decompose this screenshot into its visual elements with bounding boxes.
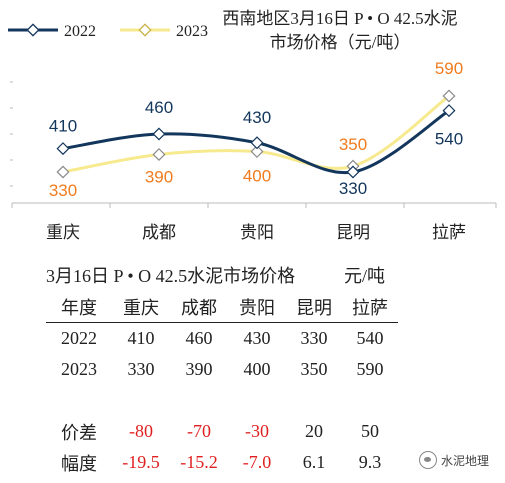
x-axis: 重庆 成都 贵阳 昆明 拉萨 (10, 81, 497, 242)
data-label-2023: 590 (435, 59, 463, 78)
table-spacer-row (46, 385, 398, 416)
x-tick-label: 贵阳 (240, 223, 274, 242)
table-unit: 元/吨 (344, 262, 385, 288)
pct-label: 幅度 (61, 453, 97, 474)
data-label-2022: 330 (339, 179, 367, 198)
data-point-2022 (250, 136, 264, 150)
table-row-pct: 幅度 -19.5 -15.2 -7.0 6.1 9.3 (46, 447, 398, 478)
wechat-icon (418, 451, 437, 469)
table-unit-text: 元/吨 (344, 266, 386, 286)
table-cell: 330 (300, 328, 328, 348)
price-line-chart: 2022 2023 西南地区3月16日 P • O 42.5水泥市场价格（元/吨）… (8, 9, 497, 242)
table-cell: 350 (300, 359, 328, 379)
data-point-2023 (152, 147, 166, 161)
data-label-2022: 540 (435, 130, 463, 149)
header-kunming: 昆明 (286, 292, 342, 323)
data-point-2023 (442, 89, 456, 103)
pct-cell: -19.5 (122, 452, 160, 472)
data-point-2022 (152, 127, 166, 141)
table-cell: 330 (127, 359, 155, 379)
data-label-2022: 410 (49, 117, 77, 136)
table-header-row: 年度 重庆 成都 贵阳 昆明 拉萨 (46, 292, 398, 323)
chart-title-line-2: 市场价格（元/吨） (270, 33, 411, 52)
data-point-2022 (346, 165, 360, 179)
diff-cell: -80 (129, 421, 153, 441)
chart-title: 西南地区3月16日 P • O 42.5水泥市场价格（元/吨） (222, 9, 457, 52)
table-row: 2022 410 460 430 330 540 (46, 323, 398, 355)
data-point-2023 (250, 145, 264, 159)
table-cell: 430 (243, 328, 271, 348)
data-label-2022: 460 (145, 98, 173, 117)
chart-legend: 2022 2023 (8, 23, 208, 40)
legend-marker-2023 (138, 23, 152, 37)
header-lhasa: 拉萨 (342, 292, 398, 323)
diff-label: 价差 (61, 422, 97, 443)
table-title-text: 3月16日 P • O 42.5水泥市场价格 (46, 266, 296, 286)
data-label-2023: 400 (243, 167, 271, 186)
table-cell: 460 (185, 328, 213, 348)
pct-cell: 9.3 (358, 452, 382, 472)
x-tick-label: 重庆 (46, 223, 80, 242)
x-tick-label: 成都 (142, 223, 176, 242)
table-cell: 590 (356, 359, 384, 379)
watermark-text: 水泥地理 (440, 453, 489, 468)
watermark: 水泥地理 (418, 451, 489, 469)
x-tick-label: 拉萨 (432, 223, 466, 242)
header-year: 年度 (46, 292, 112, 323)
diff-cell: -70 (187, 421, 211, 441)
table-cell: 540 (356, 328, 384, 348)
header-chengdu: 成都 (170, 292, 228, 323)
table-cell: 410 (127, 328, 155, 348)
pct-cell: 6.1 (302, 452, 326, 472)
chart-title-line-1: 西南地区3月16日 P • O 42.5水泥 (222, 9, 457, 28)
data-point-2022 (56, 142, 70, 156)
chart-series (56, 89, 456, 179)
data-label-2023: 390 (145, 167, 173, 186)
table-cell: 400 (243, 359, 271, 379)
header-guiyang: 贵阳 (228, 292, 286, 323)
legend-label-2022: 2022 (64, 23, 96, 40)
table-row-diff: 价差 -80 -70 -30 20 50 (46, 416, 398, 447)
table-title: 3月16日 P • O 42.5水泥市场价格 (46, 262, 295, 288)
header-chongqing: 重庆 (112, 292, 170, 323)
legend-marker-2022 (26, 23, 40, 37)
pct-cell: -15.2 (180, 452, 218, 472)
x-tick-label: 昆明 (336, 223, 370, 242)
diff-cell: 50 (361, 421, 379, 441)
data-label-2022: 430 (243, 108, 271, 127)
data-point-2023 (56, 165, 70, 179)
diff-cell: -30 (245, 421, 269, 441)
table-row: 2023 330 390 400 350 590 (46, 354, 398, 385)
table-cell: 2023 (61, 359, 97, 379)
data-point-2022 (442, 104, 456, 118)
data-label-2023: 330 (49, 181, 77, 200)
pct-cell: -7.0 (242, 452, 272, 472)
diff-cell: 20 (305, 421, 323, 441)
data-labels: 410 460 430 330 540 330 390 400 350 590 (49, 59, 463, 200)
legend-label-2023: 2023 (176, 23, 208, 40)
data-label-2023: 350 (339, 135, 367, 154)
price-table: 年度 重庆 成都 贵阳 昆明 拉萨 2022 410 460 430 330 5… (46, 292, 398, 478)
table-cell: 2022 (61, 328, 97, 348)
table-spacer (46, 385, 398, 416)
table-cell: 390 (185, 359, 213, 379)
